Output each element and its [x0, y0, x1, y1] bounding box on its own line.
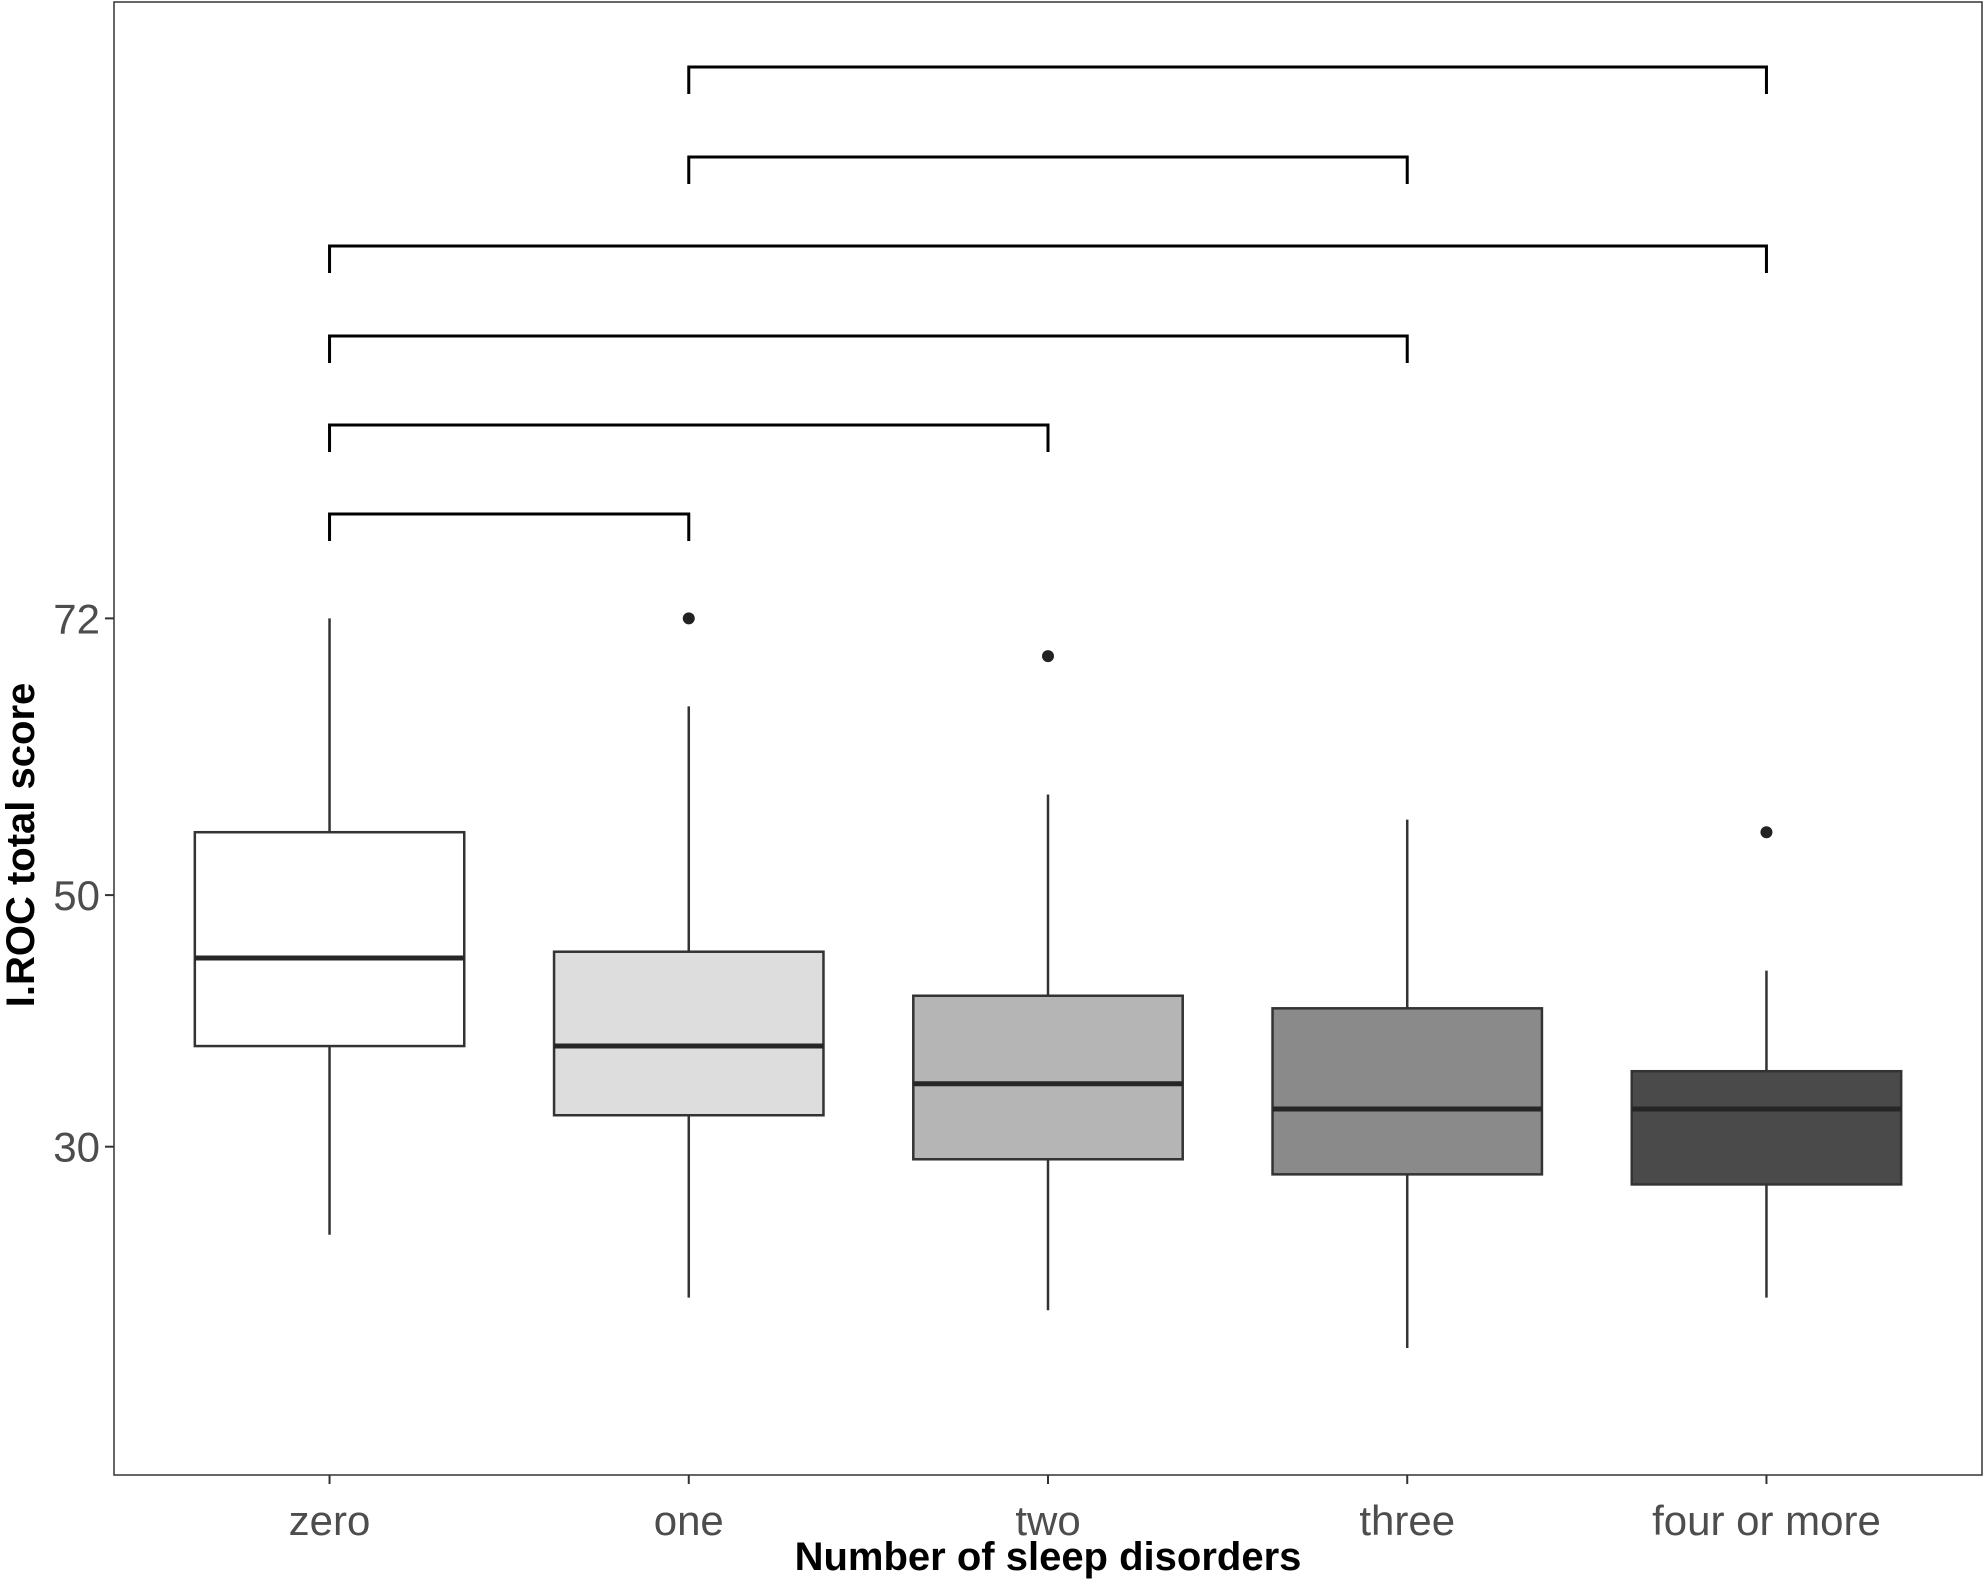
- box-series: [193, 612, 1903, 1348]
- comparison-bracket: [687, 65, 1768, 94]
- box-zero: [193, 618, 466, 1235]
- comparison-bracket: [687, 155, 1409, 184]
- outlier-point: [682, 612, 695, 625]
- comparison-bracket: [328, 512, 691, 541]
- y-axis-title: I.ROC total score: [0, 683, 43, 1008]
- x-axis-title: Number of sleep disorders: [795, 1535, 1302, 1579]
- comparison-bracket: [328, 423, 1050, 452]
- comparison-bracket: [328, 244, 1768, 273]
- x-tick-label: four or more: [1652, 1497, 1881, 1544]
- box-iqr: [552, 950, 825, 1117]
- x-tick-label: three: [1359, 1497, 1455, 1544]
- x-axis: zero one two three four or more: [289, 1475, 1881, 1544]
- y-tick-label: 72: [53, 595, 100, 642]
- y-tick-label: 30: [53, 1124, 100, 1171]
- y-tick-label: 50: [53, 872, 100, 919]
- x-tick-label: one: [654, 1497, 724, 1544]
- x-tick-label: two: [1015, 1497, 1080, 1544]
- box-two: [912, 650, 1184, 1311]
- comparison-bracket: [328, 334, 1409, 363]
- box-three: [1271, 819, 1544, 1348]
- outlier-point: [1760, 826, 1773, 839]
- box-iqr: [1630, 1069, 1903, 1186]
- box-one: [552, 612, 825, 1298]
- box-iqr: [193, 830, 466, 1048]
- outlier-point: [1042, 650, 1054, 663]
- box-iqr: [1271, 1007, 1544, 1176]
- comparison-brackets: [328, 65, 1768, 541]
- x-tick-label: zero: [289, 1497, 371, 1544]
- box-four-or-more: [1630, 826, 1903, 1298]
- y-axis: 30 50 72: [53, 595, 114, 1171]
- box-iqr: [912, 994, 1184, 1161]
